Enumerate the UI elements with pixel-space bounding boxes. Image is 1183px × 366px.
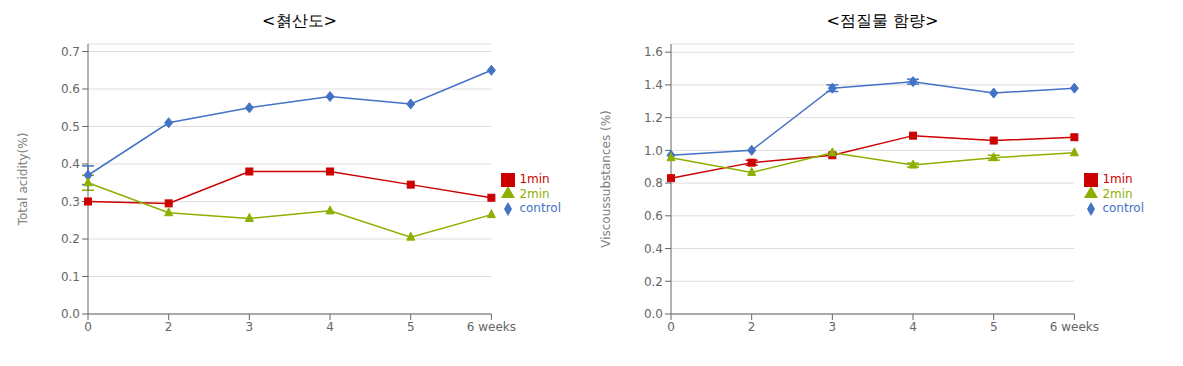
svg-text:6 weeks: 6 weeks	[1050, 320, 1099, 334]
html-text:<쳙산도>: <쳙산도>	[262, 11, 337, 30]
svg-text:1.6: 1.6	[644, 45, 663, 59]
svg-text:0: 0	[84, 320, 92, 334]
svg-text:0.3: 0.3	[61, 195, 80, 209]
svg-text:3: 3	[829, 320, 837, 334]
svg-text:6 weeks: 6 weeks	[467, 320, 516, 334]
svg-text:0.5: 0.5	[61, 120, 80, 134]
html-text:control: control	[519, 201, 561, 216]
svg-text:0.6: 0.6	[644, 209, 663, 223]
svg-text:0.7: 0.7	[61, 45, 80, 59]
svg-text:1.4: 1.4	[644, 78, 663, 92]
svg-text:0: 0	[667, 320, 675, 334]
svg-text:Viscoussubstances (%): Viscoussubstances (%)	[599, 110, 613, 248]
svg-text:4: 4	[326, 320, 334, 334]
html-text:control: control	[1102, 201, 1144, 216]
html-text:<점질물 함량>: <점질물 함량>	[826, 11, 939, 30]
svg-text:2: 2	[748, 320, 756, 334]
svg-text:0.1: 0.1	[61, 270, 80, 284]
html-text:1min: 1min	[1102, 172, 1133, 187]
svg-text:2: 2	[165, 320, 173, 334]
svg-text:0.6: 0.6	[61, 82, 80, 96]
svg-text:0.0: 0.0	[61, 307, 80, 321]
svg-text:0.4: 0.4	[61, 157, 80, 171]
svg-text:5: 5	[990, 320, 998, 334]
svg-text:0.4: 0.4	[644, 242, 663, 256]
svg-text:1.0: 1.0	[644, 144, 663, 158]
svg-text:0.0: 0.0	[644, 307, 663, 321]
svg-text:3: 3	[246, 320, 254, 334]
svg-text:4: 4	[909, 320, 917, 334]
svg-text:1.2: 1.2	[644, 111, 663, 125]
svg-text:0.2: 0.2	[61, 232, 80, 246]
html-text:2min: 2min	[1102, 186, 1133, 201]
svg-text:Total acidity(%): Total acidity(%)	[16, 133, 30, 227]
svg-text:0.2: 0.2	[644, 275, 663, 289]
html-text:2min: 2min	[519, 186, 550, 201]
svg-text:5: 5	[407, 320, 415, 334]
html-text:1min: 1min	[519, 172, 550, 187]
svg-text:0.8: 0.8	[644, 176, 663, 190]
